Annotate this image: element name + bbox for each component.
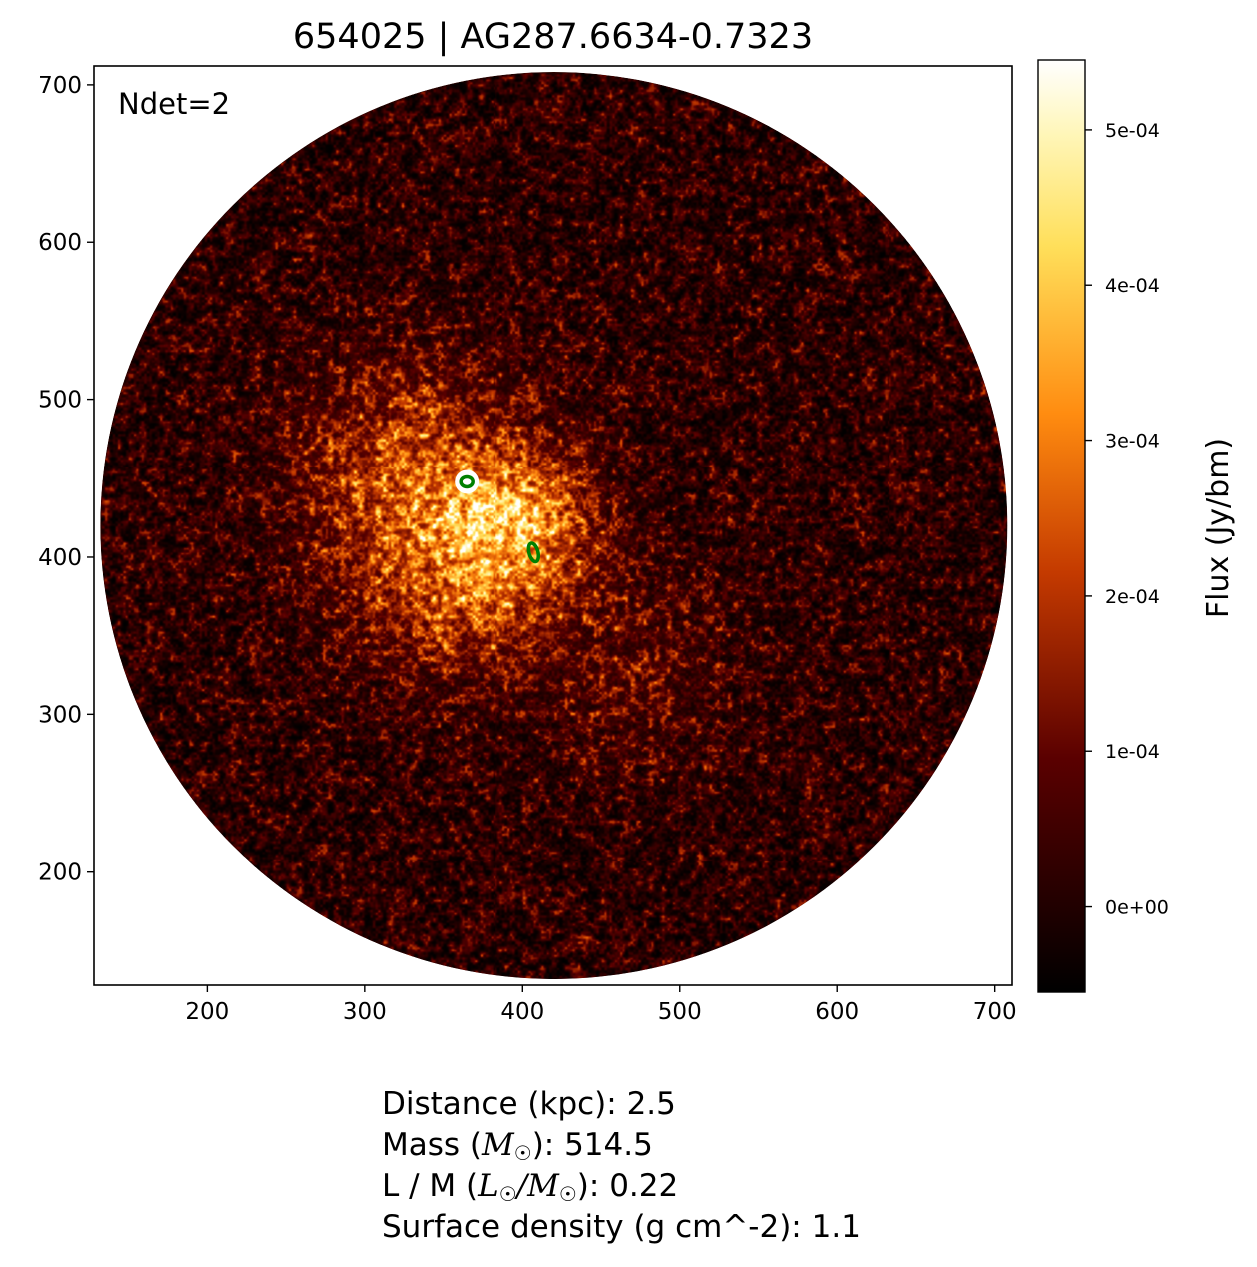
colorbar-gradient <box>1037 59 1086 993</box>
lm-m-symbol: M <box>527 1168 559 1204</box>
sun-symbol: ☉ <box>558 1182 577 1206</box>
x-tick-label: 400 <box>500 999 544 1025</box>
colorbar: 0e+00 1e-04 2e-04 3e-04 4e-04 5e-04 Flux (Jy/… <box>1037 59 1236 993</box>
mass-prefix: Mass ( <box>382 1127 482 1163</box>
sun-symbol: ☉ <box>513 1141 532 1165</box>
detection-markers <box>455 469 541 564</box>
colorbar-label: Flux (Jy/bm) <box>1201 438 1236 618</box>
ndet-annotation: Ndet=2 <box>118 87 230 121</box>
distance-text: Distance (kpc): 2.5 <box>382 1086 676 1122</box>
plot-frame <box>93 65 1013 986</box>
detection-marker <box>526 541 541 564</box>
chart-title: 654025 | AG287.6634-0.7323 <box>293 17 813 57</box>
flux-map-texture <box>100 72 1008 979</box>
source-info: Distance (kpc): 2.5 Mass (M☉): 514.5 L /… <box>382 1084 861 1248</box>
surface-density-text: Surface density (g cm^-2): 1.1 <box>382 1209 861 1245</box>
y-tick-label: 400 <box>38 545 82 571</box>
y-axis: 200 300 400 500 600 700 <box>38 73 94 886</box>
y-tick-label: 200 <box>38 860 82 886</box>
mass-symbol: M <box>482 1127 514 1163</box>
x-tick-label: 200 <box>185 999 229 1025</box>
colorbar-tick-label: 4e-04 <box>1105 275 1160 297</box>
lm-l-symbol: L <box>478 1168 499 1204</box>
lm-value: ): 0.22 <box>576 1168 679 1204</box>
lm-text: L / M (L☉/M☉): 0.22 <box>382 1166 861 1207</box>
x-tick-label: 500 <box>658 999 702 1025</box>
mass-text: Mass (M☉): 514.5 <box>382 1125 861 1166</box>
colorbar-tick-label: 0e+00 <box>1105 897 1169 919</box>
colorbar-tick-label: 5e-04 <box>1105 120 1160 142</box>
mass-value: ): 514.5 <box>531 1127 653 1163</box>
colorbar-tick-label: 1e-04 <box>1105 741 1160 763</box>
plot-area: 200 300 400 500 600 700 200 300 400 500 600 700 Nd… <box>38 65 1017 1025</box>
flux-map-field <box>100 72 1008 979</box>
x-tick-label: 700 <box>973 999 1017 1025</box>
y-tick-label: 700 <box>38 73 82 99</box>
x-tick-label: 300 <box>343 999 387 1025</box>
y-tick-label: 300 <box>38 702 82 728</box>
y-tick-label: 500 <box>38 388 82 414</box>
colorbar-tick-label: 3e-04 <box>1105 431 1160 453</box>
detection-halo <box>455 469 480 494</box>
lm-prefix: L / M ( <box>382 1168 479 1204</box>
x-tick-label: 600 <box>815 999 859 1025</box>
colorbar-tick-label: 2e-04 <box>1105 586 1160 608</box>
y-tick-label: 600 <box>38 230 82 256</box>
sun-symbol: ☉ <box>498 1182 517 1206</box>
x-axis: 200 300 400 500 600 700 <box>185 985 1017 1025</box>
lm-slash: / <box>516 1168 528 1204</box>
detection-marker <box>459 474 475 489</box>
colorbar-ticks: 0e+00 1e-04 2e-04 3e-04 4e-04 5e-04 <box>1085 120 1169 919</box>
